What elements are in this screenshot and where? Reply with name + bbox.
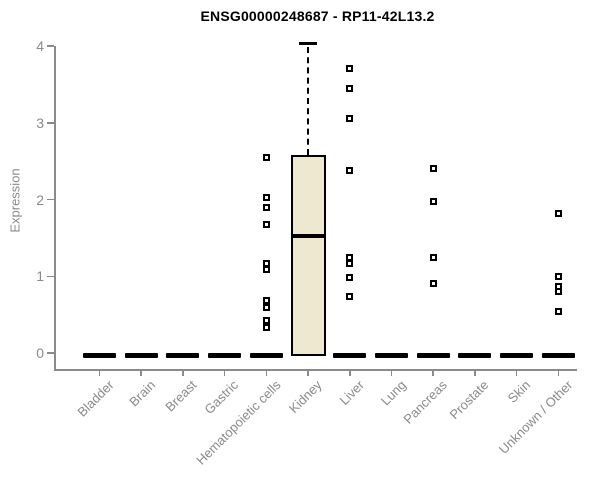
outlier-point [346, 64, 354, 72]
box-iqr [290, 154, 326, 356]
zero-box [416, 352, 450, 358]
chart-title: ENSG00000248687 - RP11-42L13.2 [200, 8, 435, 24]
outlier-point [346, 259, 354, 267]
outlier-point [262, 265, 270, 273]
outlier-point [262, 317, 270, 325]
x-axis-line [54, 369, 578, 371]
outlier-point [262, 324, 270, 332]
zero-box [249, 352, 283, 358]
x-tick [474, 369, 476, 376]
x-tick [515, 369, 518, 376]
y-tick [47, 45, 54, 47]
x-tick [140, 369, 142, 376]
y-tick-label: 1 [36, 268, 44, 285]
x-tick [98, 369, 101, 376]
box-upper-whisker [307, 46, 310, 155]
x-tick [223, 369, 226, 376]
outlier-point [262, 153, 270, 161]
x-tick [307, 369, 309, 376]
outlier-point [262, 297, 270, 305]
outlier-point [262, 203, 270, 211]
x-tick [349, 369, 351, 376]
x-tick-label: Gastric [201, 377, 242, 418]
outlier-point [554, 272, 562, 280]
outlier-point [262, 221, 270, 229]
zero-box [83, 352, 116, 358]
x-tick [265, 369, 268, 376]
x-tick-label: Hematopoietic cells [192, 377, 284, 468]
y-tick-label: 2 [36, 191, 44, 208]
y-tick [47, 275, 54, 277]
zero-box [541, 352, 575, 358]
x-tick-label: Pancreas [400, 377, 451, 427]
outlier-point [429, 253, 437, 261]
y-tick-label: 3 [36, 114, 44, 131]
zero-box [124, 352, 158, 358]
x-tick [390, 369, 393, 376]
outlier-point [429, 280, 437, 288]
outlier-point [429, 198, 437, 206]
x-tick [182, 369, 184, 376]
x-tick-label: Lung [377, 377, 409, 409]
outlier-point [554, 288, 562, 296]
zero-box [374, 352, 408, 358]
x-tick-label: Prostate [446, 377, 492, 423]
outlier-point [554, 308, 562, 316]
x-tick-label: Skin [505, 377, 534, 406]
x-tick-label: Kidney [286, 377, 325, 417]
y-tick-label: 0 [36, 345, 44, 361]
zero-box [208, 352, 242, 358]
x-tick-label: Breast [162, 377, 200, 415]
outlier-point [346, 84, 354, 92]
y-axis-line [54, 46, 56, 369]
outlier-point [346, 293, 354, 301]
outlier-point [262, 193, 270, 201]
zero-box [333, 352, 367, 358]
x-tick-label: Brain [126, 377, 159, 410]
zero-box [500, 352, 534, 358]
outlier-point [429, 164, 437, 172]
x-tick-label: Bladder [74, 377, 117, 420]
zero-box [458, 352, 492, 358]
x-tick [557, 369, 560, 376]
zero-box [166, 352, 200, 358]
outlier-point [346, 166, 354, 174]
y-tick [47, 122, 54, 124]
y-tick-label: 4 [36, 38, 44, 54]
x-tick-label: Liver [336, 377, 367, 408]
y-tick [47, 352, 54, 354]
outlier-point [346, 274, 354, 282]
outlier-point [262, 304, 270, 312]
y-tick [47, 198, 54, 201]
outlier-point [554, 209, 562, 217]
whisker-cap [299, 42, 318, 46]
outlier-point [346, 115, 354, 123]
box-median [292, 234, 324, 239]
x-tick [432, 369, 434, 376]
